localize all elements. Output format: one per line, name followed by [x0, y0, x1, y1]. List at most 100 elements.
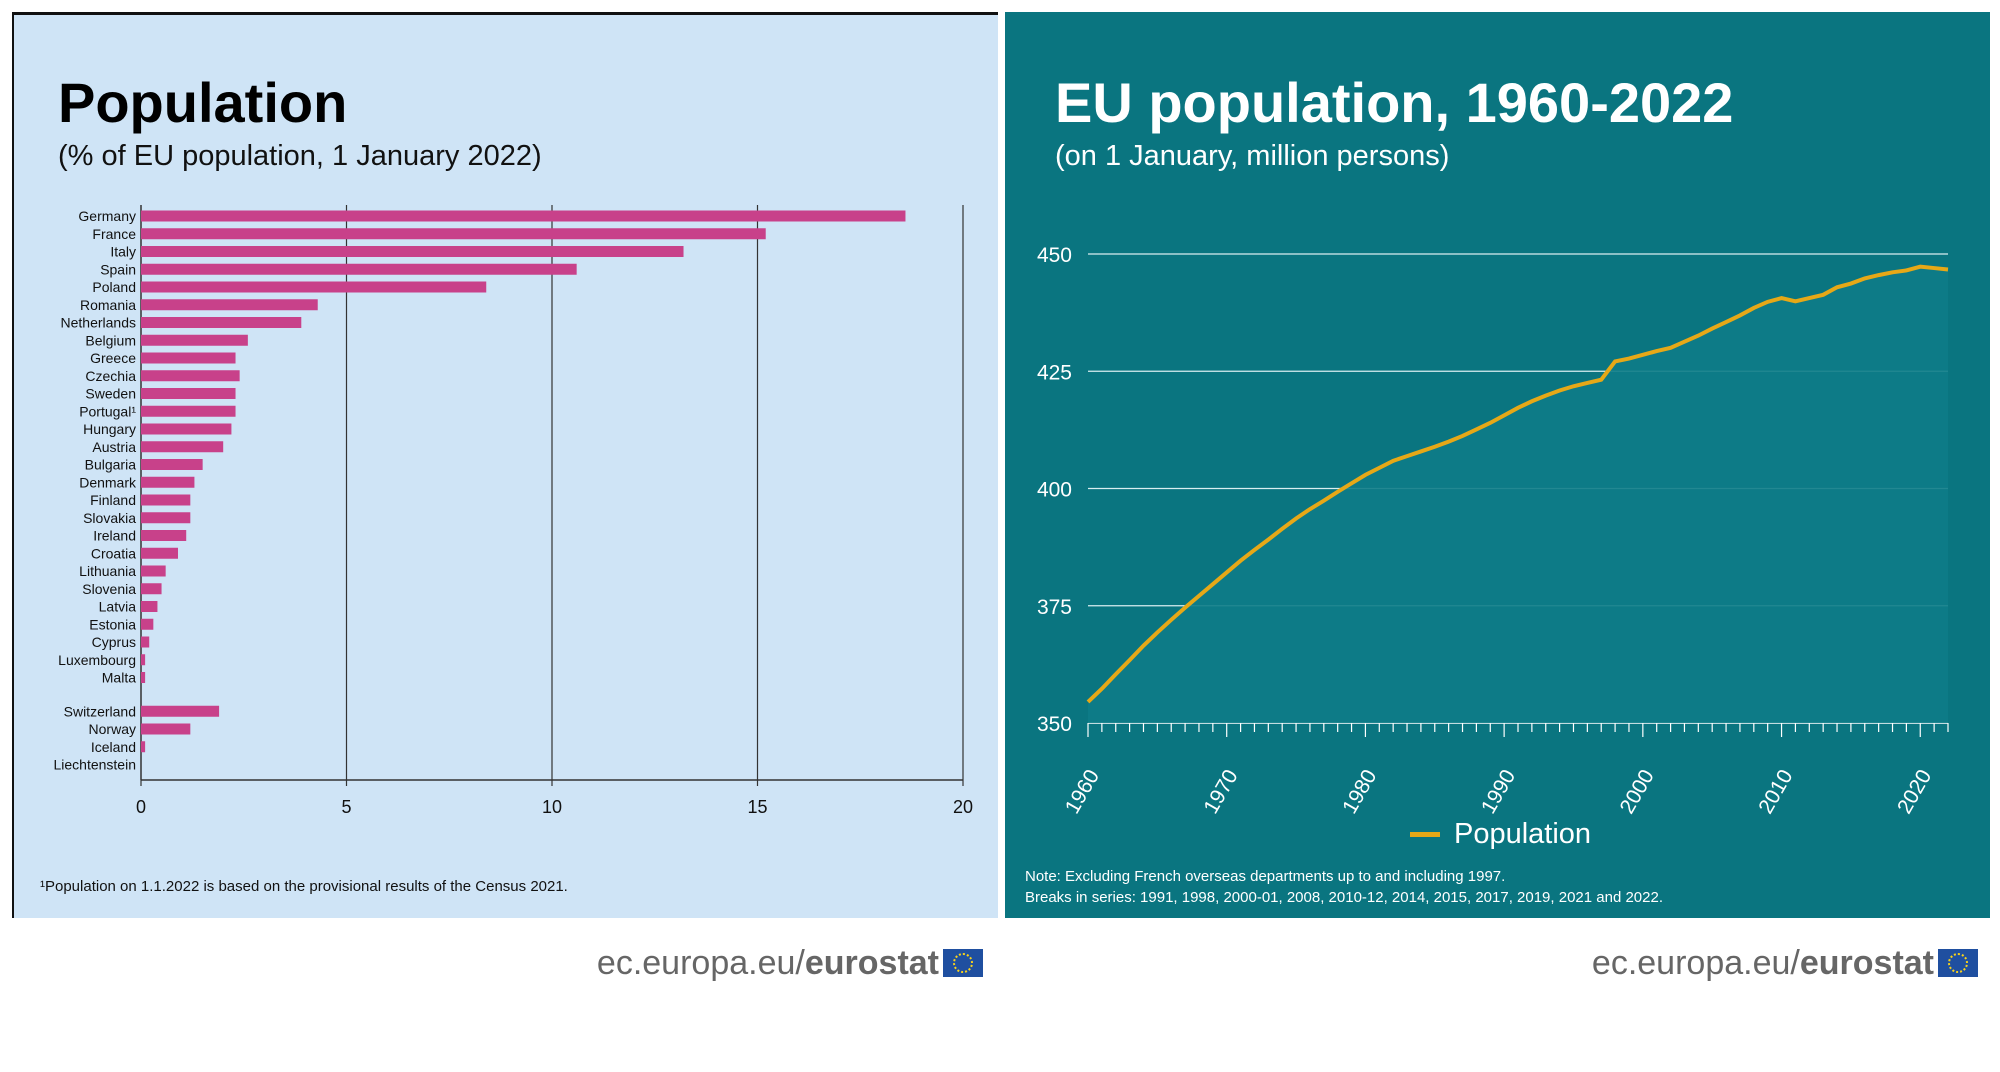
x-tick-label: 1990 — [1477, 766, 1520, 818]
brand-name: eurostat — [804, 943, 939, 982]
y-tick-label: 375 — [1037, 596, 1072, 619]
bar — [141, 476, 195, 488]
category-label: Austria — [92, 439, 136, 455]
bar — [141, 547, 178, 559]
bar — [141, 512, 191, 524]
left-footnote: ¹Population on 1.1.2022 is based on the … — [40, 878, 568, 895]
category-label: Luxembourg — [58, 652, 136, 668]
x-tick-label: 2000 — [1616, 766, 1659, 818]
category-label: Czechia — [85, 368, 136, 384]
bar — [141, 299, 318, 311]
bar — [141, 228, 766, 240]
category-label: Lithuania — [79, 563, 136, 579]
category-label: Hungary — [83, 421, 136, 437]
y-tick-label: 425 — [1037, 361, 1072, 384]
category-label: Finland — [90, 492, 136, 508]
category-label: Netherlands — [61, 315, 137, 331]
bar — [141, 601, 158, 612]
bar — [141, 654, 146, 666]
left-chart-title: Population — [58, 71, 348, 134]
category-label: Bulgaria — [85, 457, 137, 473]
right-chart-title: EU population, 1960-2022 — [1055, 71, 1734, 134]
category-label: Malta — [102, 670, 136, 686]
bar — [141, 459, 203, 470]
bar — [141, 423, 232, 435]
bar — [141, 618, 154, 630]
left-chart-panel: Population (% of EU population, 1 Januar… — [12, 12, 998, 983]
bar — [141, 741, 146, 753]
bar — [141, 246, 684, 257]
bar — [141, 334, 248, 346]
bar — [141, 636, 150, 648]
category-label: Spain — [100, 261, 136, 277]
bar — [141, 317, 302, 328]
category-label: Ireland — [93, 528, 136, 544]
bar — [141, 388, 236, 399]
line-legend: Population — [1410, 818, 1591, 851]
category-label: Denmark — [79, 474, 137, 490]
right-chart-panel: EU population, 1960-2022 (on 1 January, … — [1005, 0, 2000, 1072]
bar — [141, 530, 187, 541]
category-label: Cyprus — [92, 634, 136, 650]
area-fill — [1088, 266, 1948, 723]
category-label: Norway — [89, 721, 136, 737]
x-tick-label: 10 — [542, 797, 562, 817]
x-tick-label: 1970 — [1199, 766, 1242, 818]
brand-prefix: ec.europa.eu/ — [596, 943, 805, 982]
y-tick-label: 400 — [1037, 479, 1072, 502]
category-label: Estonia — [89, 616, 136, 632]
x-tick-label: 1960 — [1061, 766, 1104, 818]
bar — [141, 210, 906, 222]
population-line — [1086, 264, 1949, 704]
bar — [141, 583, 162, 595]
category-label: Germany — [78, 208, 136, 224]
bar — [141, 352, 236, 364]
bar — [141, 281, 487, 293]
category-label: Croatia — [91, 545, 136, 561]
category-label: Liechtenstein — [53, 757, 136, 773]
category-label: Slovakia — [83, 510, 136, 526]
right-chart-subtitle: (on 1 January, million persons) — [1055, 140, 1450, 172]
x-tick-label: 15 — [747, 797, 767, 817]
x-tick-label: 2010 — [1754, 766, 1797, 818]
bar — [141, 494, 191, 506]
bar — [141, 672, 146, 683]
bar — [141, 405, 236, 417]
x-tick-label: 20 — [953, 797, 973, 817]
bar — [141, 705, 220, 717]
line-chart: 350 375 400 425 450 1960 1970 1980 1990 2000 2010 2… — [1037, 244, 1949, 818]
category-label: Italy — [110, 244, 136, 260]
y-tick-label: 450 — [1037, 244, 1072, 267]
bar — [141, 370, 240, 382]
category-label: Belgium — [85, 332, 136, 348]
x-tick-label: 5 — [341, 797, 351, 817]
x-tick-label: 2020 — [1893, 766, 1936, 818]
category-label: Iceland — [91, 739, 136, 755]
legend-swatch — [1410, 832, 1440, 837]
category-label: Greece — [90, 350, 136, 366]
category-label: Poland — [92, 279, 136, 295]
right-eurostat-brand[interactable]: ec.europa.eu/eurostat — [1592, 943, 1978, 983]
bar — [141, 565, 166, 577]
category-label: Slovenia — [82, 581, 136, 597]
category-label: Latvia — [99, 599, 137, 615]
y-tick-label: 350 — [1037, 713, 1072, 736]
category-label: Switzerland — [64, 703, 136, 719]
eu-flag-icon — [1938, 949, 1978, 977]
bar — [141, 263, 577, 275]
eu-flag-icon — [943, 949, 983, 977]
right-note: Note: Excluding French overseas departme… — [1025, 868, 1506, 885]
category-label: France — [92, 226, 136, 242]
left-eurostat-brand[interactable]: ec.europa.eu/eurostat — [597, 943, 983, 983]
x-tick-label: 0 — [136, 797, 146, 817]
legend-label: Population — [1454, 818, 1592, 850]
left-chart-subtitle: (% of EU population, 1 January 2022) — [58, 140, 542, 172]
category-label: Sweden — [85, 386, 136, 402]
brand-name: eurostat — [1799, 943, 1934, 982]
x-tick-label: 1980 — [1338, 766, 1381, 818]
category-label: Portugal¹ — [79, 403, 136, 419]
bar — [141, 723, 191, 735]
brand-prefix: ec.europa.eu/ — [1591, 943, 1800, 982]
category-label: Romania — [80, 297, 136, 313]
